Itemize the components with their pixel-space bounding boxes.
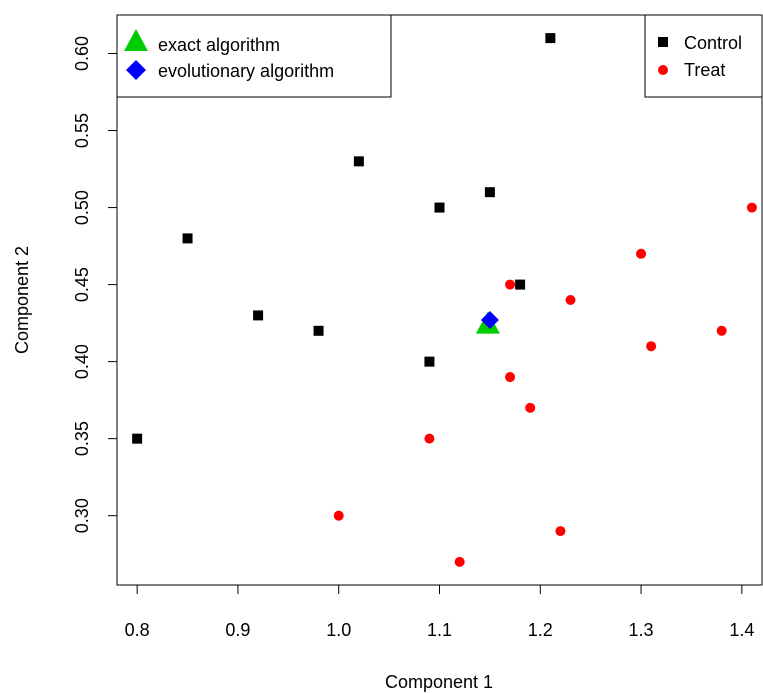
x-axis-label: Component 1	[385, 672, 493, 692]
legend-box	[644, 14, 763, 98]
y-axis-label: Component 2	[12, 246, 32, 354]
treat-point	[646, 341, 657, 352]
y-tick-label: 0.40	[72, 344, 92, 379]
legend-groups: Control Treat	[644, 14, 763, 98]
legend-circle-marker	[658, 65, 668, 75]
legend-triangle-marker	[124, 29, 148, 51]
evolutionary-algorithm-point	[480, 311, 499, 330]
treat-point	[565, 295, 576, 305]
plot-frame	[116, 14, 763, 586]
legend-diamond-marker	[126, 60, 146, 80]
x-axis: 0.8 0.9 1.0 1.1 1.2 1.3 1.4	[125, 584, 754, 640]
treat-point	[636, 248, 647, 259]
legend-box	[116, 14, 392, 98]
treat-point	[746, 202, 757, 213]
legend-square-marker	[658, 37, 668, 47]
control-point	[545, 33, 556, 44]
y-tick-label: 0.35	[72, 421, 92, 456]
treat-point	[424, 433, 435, 444]
treat-point	[525, 402, 536, 413]
y-tick-label: 0.45	[72, 267, 92, 302]
treat-point	[505, 279, 516, 290]
control-point	[132, 433, 143, 444]
control-point	[353, 156, 364, 167]
y-tick-label: 0.55	[72, 113, 92, 148]
y-tick-label: 0.50	[72, 190, 92, 225]
control-point	[515, 279, 526, 290]
legend-algorithms: exact algorithm evolutionary algorithm	[116, 14, 392, 98]
x-tick-label: 1.4	[729, 620, 754, 640]
control-point	[182, 233, 193, 244]
control-point	[253, 310, 264, 321]
x-tick-label: 1.2	[528, 620, 553, 640]
control-point	[313, 325, 324, 336]
legend-entry-treat: Treat	[684, 60, 725, 80]
y-tick-label: 0.60	[72, 36, 92, 71]
x-tick-label: 1.0	[326, 620, 351, 640]
data-points	[132, 33, 757, 567]
treat-point	[333, 510, 344, 521]
legend-entry-evolutionary: evolutionary algorithm	[158, 61, 334, 81]
legend-entry-control: Control	[684, 33, 742, 53]
legend-entry-exact: exact algorithm	[158, 35, 280, 55]
y-axis: 0.30 0.35 0.40 0.45 0.50 0.55 0.60	[72, 36, 118, 533]
treat-point	[454, 556, 465, 567]
y-tick-label: 0.30	[72, 498, 92, 533]
treat-point	[505, 372, 516, 383]
treat-point	[716, 325, 727, 336]
control-point	[424, 356, 435, 367]
x-tick-label: 1.1	[427, 620, 452, 640]
x-tick-label: 0.8	[125, 620, 150, 640]
x-tick-label: 1.3	[629, 620, 654, 640]
x-tick-label: 0.9	[225, 620, 250, 640]
control-point	[434, 202, 445, 213]
treat-point	[555, 526, 566, 537]
control-point	[484, 187, 495, 198]
